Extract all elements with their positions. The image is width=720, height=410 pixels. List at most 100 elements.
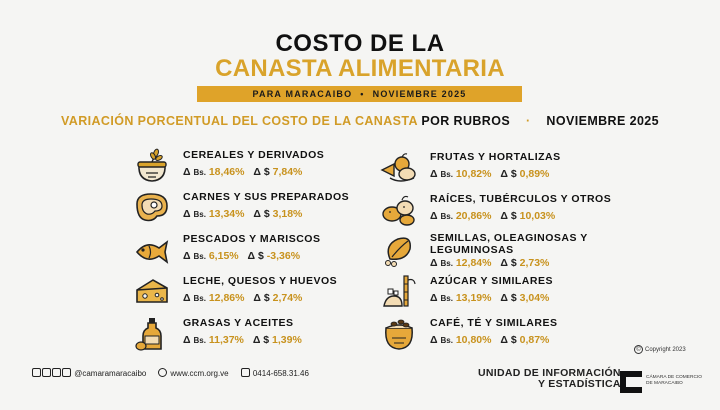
- usd-label: Δ $: [252, 334, 270, 346]
- item-pescados: PESCADOS Y MARISCOS Δ Bs. 6,15% Δ $ -3,3…: [133, 232, 403, 268]
- chamber-logo-icon: [620, 371, 642, 393]
- unit-name: UNIDAD DE INFORMACIÓN Y ESTADÍSTICA: [478, 368, 621, 390]
- coffee-sack-icon: [385, 319, 413, 350]
- facebook-icon: [42, 368, 51, 377]
- usd-value: 1,39%: [272, 334, 302, 346]
- item-name: RAÍCES, TUBÉRCULOS Y OTROS: [430, 193, 612, 205]
- delta-label: Δ: [430, 292, 438, 304]
- item-values: Δ Bs. 18,46% Δ $ 7,84%: [183, 166, 308, 178]
- subtitle-date: NOVIEMBRE 2025: [546, 114, 660, 128]
- oil-bottle-icon: [135, 318, 162, 351]
- chamber-name: CÁMARA DE COMERCIO DE MARACAIBO: [646, 375, 706, 387]
- delta-label: Δ: [183, 292, 191, 304]
- sugarcane-icon: [383, 275, 416, 307]
- bs-value: 12,84%: [455, 257, 492, 269]
- usd-label: Δ $: [500, 210, 517, 222]
- item-cereales: CEREALES Y DERIVADOS Δ Bs. 18,46% Δ $ 7,…: [133, 148, 403, 184]
- seeds-icon: [385, 237, 411, 267]
- instagram-icon: [32, 368, 41, 377]
- fish-icon: [135, 240, 169, 264]
- usd-label: Δ $: [500, 257, 517, 269]
- social-handle-text: @camaramaracaibo: [74, 369, 147, 378]
- bs-value: 11,37%: [208, 334, 244, 346]
- item-values: Δ Bs. 11,37% Δ $ 1,39%: [183, 334, 308, 346]
- subtitle-main: VARIACIÓN PORCENTUAL DEL COSTO DE LA CAN…: [60, 114, 418, 128]
- delta-label: Δ: [430, 257, 438, 269]
- bs-label: Bs.: [193, 252, 206, 261]
- usd-value: 2,74%: [272, 292, 303, 304]
- phone-text: 0414-658.31.46: [252, 369, 309, 378]
- item-values: Δ Bs. 12,84% Δ $ 2,73%: [430, 257, 555, 269]
- usd-value: 2,73%: [519, 257, 550, 269]
- copyright-text: Copyright 2023: [645, 346, 686, 353]
- item-values: Δ Bs. 13,34% Δ $ 3,18%: [183, 208, 308, 220]
- copyright-icon: ©: [634, 345, 643, 354]
- bs-label: Bs.: [193, 168, 206, 177]
- subtitle-rubros: POR RUBROS: [421, 114, 511, 128]
- item-raices: RAÍCES, TUBÉRCULOS Y OTROS Δ Bs. 20,86% …: [380, 192, 650, 228]
- item-name: AZÚCAR Y SIMILARES: [430, 275, 553, 287]
- item-values: Δ Bs. 6,15% Δ $ -3,36%: [183, 250, 306, 262]
- usd-label: Δ $: [500, 334, 517, 346]
- x-icon: [52, 368, 61, 377]
- bs-value: 18,46%: [208, 166, 245, 178]
- item-name-line1: SEMILLAS, OLEAGINOSAS Y: [430, 232, 588, 244]
- social-handle[interactable]: @camaramaracaibo: [32, 368, 146, 378]
- usd-value: 3,04%: [519, 292, 550, 304]
- bs-label: Bs.: [193, 336, 206, 345]
- usd-value: 3,18%: [272, 208, 303, 220]
- date-band: PARA MARACAIBO • NOVIEMBRE 2025: [197, 86, 522, 102]
- delta-label: Δ: [430, 168, 438, 180]
- bs-label: Bs.: [440, 212, 453, 221]
- potatoes-icon: [382, 195, 415, 226]
- item-name: GRASAS Y ACEITES: [183, 317, 294, 329]
- usd-label: Δ $: [500, 168, 517, 180]
- website-link[interactable]: www.ccm.org.ve: [158, 368, 229, 378]
- bs-label: Bs.: [440, 294, 453, 303]
- bs-value: 10,80%: [455, 334, 492, 346]
- item-values: Δ Bs. 13,19% Δ $ 3,04%: [430, 292, 555, 304]
- item-carnes: CARNES Y SUS PREPARADOS Δ Bs. 13,34% Δ $…: [133, 190, 403, 226]
- item-name: CAFÉ, TÉ Y SIMILARES: [430, 317, 558, 329]
- title-line2: CANASTA ALIMENTARIA: [215, 55, 505, 82]
- steak-icon: [136, 193, 168, 222]
- usd-value: 7,84%: [272, 166, 303, 178]
- chamber-line1: CÁMARA DE COMERCIO: [646, 375, 702, 380]
- chamber-line2: DE MARACAIBO: [646, 381, 683, 386]
- item-leche: LECHE, QUESOS Y HUEVOS Δ Bs. 12,86% Δ $ …: [133, 274, 403, 310]
- usd-label: Δ $: [253, 166, 270, 178]
- globe-icon: [158, 368, 168, 377]
- usd-label: Δ $: [500, 292, 517, 304]
- subtitle-separator: ·: [525, 114, 531, 128]
- footer-contacts: @camaramaracaibo www.ccm.org.ve 0414-658…: [32, 368, 309, 378]
- item-grasas: GRASAS Y ACEITES Δ Bs. 11,37% Δ $ 1,39%: [133, 316, 403, 352]
- bs-value: 20,86%: [455, 210, 492, 222]
- bs-label: Bs.: [440, 259, 453, 268]
- item-values: Δ Bs. 12,86% Δ $ 2,74%: [183, 292, 308, 304]
- usd-value: 0,87%: [519, 334, 550, 346]
- item-name: LECHE, QUESOS Y HUEVOS: [183, 275, 338, 287]
- band-date: NOVIEMBRE 2025: [372, 89, 467, 99]
- item-name: FRUTAS Y HORTALIZAS: [430, 151, 561, 163]
- usd-value: 0,89%: [519, 168, 550, 180]
- vegetables-icon: [380, 153, 416, 182]
- delta-label: Δ: [183, 334, 191, 346]
- usd-label: Δ $: [253, 208, 270, 220]
- usd-label: Δ $: [247, 250, 264, 262]
- copyright: © Copyright 2023: [634, 345, 686, 354]
- delta-label: Δ: [430, 210, 438, 222]
- phone-icon: [240, 368, 250, 377]
- subtitle: VARIACIÓN PORCENTUAL DEL COSTO DE LA CAN…: [0, 114, 720, 128]
- bs-label: Bs.: [440, 170, 453, 179]
- delta-label: Δ: [183, 166, 191, 178]
- phone-number[interactable]: 0414-658.31.46: [240, 368, 309, 378]
- bs-value: 6,15%: [208, 250, 239, 262]
- usd-value: -3,36%: [266, 250, 301, 262]
- item-name: CEREALES Y DERIVADOS: [183, 149, 325, 161]
- delta-label: Δ: [430, 334, 438, 346]
- bs-label: Bs.: [440, 336, 453, 345]
- item-frutas: FRUTAS Y HORTALIZAS Δ Bs. 10,82% Δ $ 0,8…: [380, 150, 650, 186]
- item-name: CARNES Y SUS PREPARADOS: [183, 191, 350, 203]
- bs-label: Bs.: [193, 210, 206, 219]
- wheat-sack-icon: [137, 148, 167, 182]
